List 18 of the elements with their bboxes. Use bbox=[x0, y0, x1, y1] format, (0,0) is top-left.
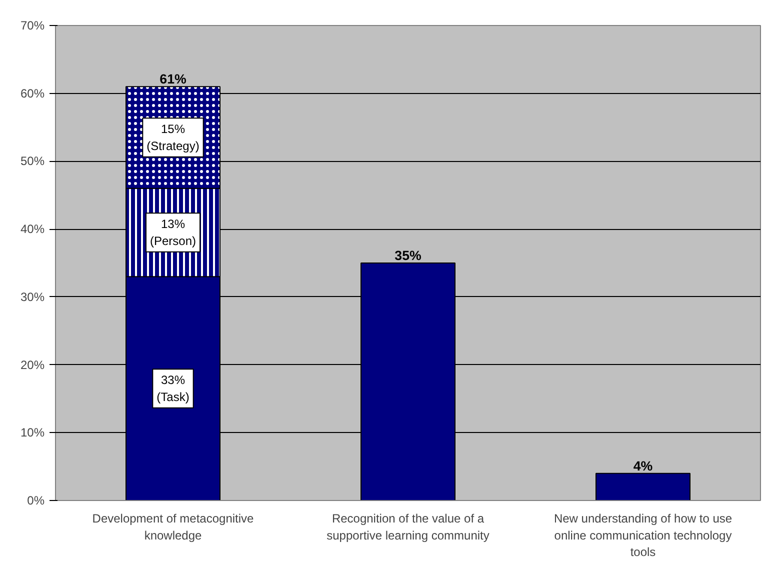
data-label: 15% (Strategy) bbox=[146, 122, 200, 153]
total-label: 61% bbox=[160, 72, 186, 87]
total-label: 35% bbox=[394, 248, 422, 263]
data-label: 13% (Person) bbox=[150, 217, 196, 248]
x-tick-label: Recognition of the value of a supportive learning community bbox=[326, 512, 490, 542]
total-label: 4% bbox=[633, 458, 653, 474]
y-tick-label: 10% bbox=[20, 426, 45, 440]
y-tick-label: 60% bbox=[20, 86, 45, 100]
y-tick-label: 40% bbox=[20, 222, 45, 236]
bar bbox=[596, 472, 690, 500]
data-label: 33% (Task) bbox=[156, 373, 190, 404]
y-tick-label: 30% bbox=[20, 290, 45, 304]
y-tick-label: 70% bbox=[20, 18, 45, 32]
x-tick-label: Development of metacognitive knowledge bbox=[92, 512, 254, 542]
y-tick-label: 20% bbox=[20, 358, 45, 372]
x-tick-label: New understanding of how to use online communication technology tools bbox=[554, 512, 732, 560]
y-tick-label: 0% bbox=[27, 494, 45, 508]
y-tick-label: 50% bbox=[20, 154, 45, 168]
